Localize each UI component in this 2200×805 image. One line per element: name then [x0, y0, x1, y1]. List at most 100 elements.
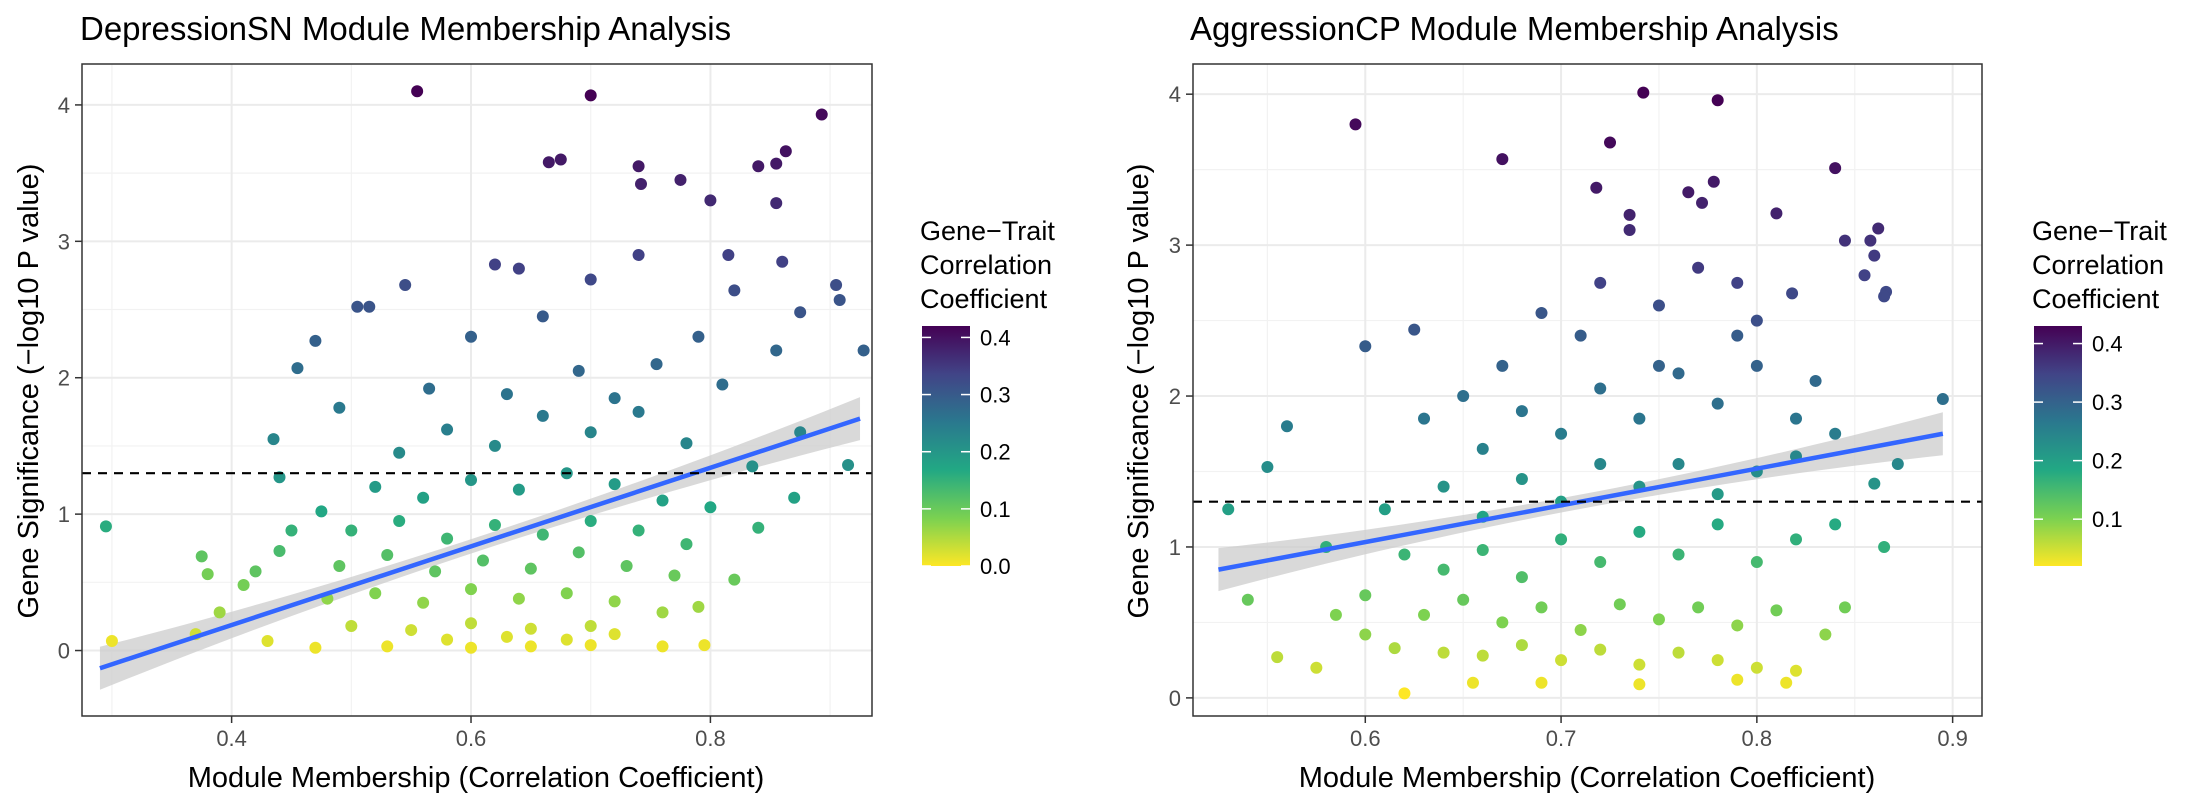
- y-tick-label: 0: [1169, 686, 1181, 711]
- data-point: [267, 433, 280, 446]
- x-tick-label: 0.4: [216, 726, 247, 751]
- data-point: [1672, 367, 1685, 380]
- data-point: [1535, 307, 1548, 320]
- data-point: [1633, 412, 1646, 425]
- legend-title-line-2: Correlation: [2032, 250, 2164, 280]
- data-point: [1829, 518, 1842, 531]
- data-point: [674, 173, 687, 186]
- data-point: [441, 532, 454, 545]
- data-point: [500, 630, 513, 643]
- data-point: [1809, 374, 1822, 387]
- x-axis-label: Module Membership (Correlation Coefficie…: [1299, 762, 1876, 794]
- data-point: [1535, 676, 1548, 689]
- data-point: [1780, 676, 1793, 689]
- plot-background: [1193, 64, 1982, 716]
- y-tick-label: 1: [1169, 535, 1181, 560]
- data-point: [1241, 593, 1254, 606]
- data-point: [554, 153, 567, 166]
- data-point: [1633, 658, 1646, 671]
- data-point: [1398, 548, 1411, 561]
- data-point: [1790, 533, 1803, 546]
- data-point: [1838, 234, 1851, 247]
- data-point: [1872, 222, 1885, 235]
- data-point: [1750, 556, 1763, 569]
- data-point: [620, 559, 633, 572]
- data-point: [794, 306, 807, 319]
- data-point: [1271, 651, 1284, 664]
- data-point: [1672, 457, 1685, 470]
- data-point: [1731, 276, 1744, 289]
- data-point: [1555, 427, 1568, 440]
- data-point: [381, 640, 394, 653]
- data-point: [465, 641, 478, 654]
- data-point: [1476, 543, 1489, 556]
- data-point: [1476, 442, 1489, 455]
- data-point: [345, 619, 358, 632]
- data-point: [1623, 208, 1636, 221]
- data-point: [752, 521, 765, 534]
- data-point: [608, 595, 621, 608]
- y-tick-label: 2: [58, 366, 70, 391]
- data-point: [1280, 420, 1293, 433]
- data-point: [1652, 359, 1665, 372]
- data-point: [1437, 480, 1450, 493]
- colorbar-tick-label: 0.3: [980, 383, 1011, 408]
- data-point: [1829, 427, 1842, 440]
- data-point: [1594, 457, 1607, 470]
- data-point: [1692, 261, 1705, 274]
- data-point: [273, 544, 286, 557]
- data-point: [542, 156, 555, 169]
- data-point: [524, 562, 537, 575]
- data-point: [1359, 340, 1372, 353]
- data-point: [1711, 488, 1724, 501]
- y-tick-label: 2: [1169, 384, 1181, 409]
- colorbar-tick-label: 0.1: [980, 497, 1011, 522]
- data-point: [728, 573, 741, 586]
- data-point: [417, 596, 430, 609]
- data-point: [429, 565, 442, 578]
- data-point: [441, 423, 454, 436]
- data-point: [465, 617, 478, 630]
- data-point: [441, 633, 454, 646]
- data-point: [315, 505, 328, 518]
- data-point: [815, 108, 828, 121]
- data-point: [1378, 503, 1391, 516]
- data-point: [1496, 359, 1509, 372]
- data-point: [656, 640, 669, 653]
- data-point: [572, 364, 585, 377]
- data-point: [698, 639, 711, 652]
- data-point: [333, 559, 346, 572]
- data-point: [423, 382, 436, 395]
- data-point: [363, 300, 376, 313]
- data-point: [1222, 503, 1235, 516]
- y-tick-label: 3: [58, 229, 70, 254]
- data-point: [1329, 608, 1342, 621]
- chart-title: DepressionSN Module Membership Analysis: [80, 10, 731, 47]
- data-point: [1535, 601, 1548, 614]
- data-point: [779, 145, 792, 158]
- x-axis-label: Module Membership (Correlation Coefficie…: [188, 762, 765, 794]
- data-point: [1476, 649, 1489, 662]
- data-point: [1437, 646, 1450, 659]
- data-point: [788, 491, 801, 504]
- data-point: [704, 194, 717, 207]
- y-axis-label: Gene Significance (−log10 P value): [1123, 164, 1155, 619]
- chart-title: AggressionCP Module Membership Analysis: [1190, 10, 1839, 47]
- data-point: [536, 409, 549, 422]
- data-point: [584, 514, 597, 527]
- data-point: [1891, 457, 1904, 470]
- data-point: [1398, 687, 1411, 700]
- panel-2: 0.6 0.7 0.8 0.9 0 1 2 3 4 0.1 0.2 0.3 0.4: [1169, 63, 2123, 751]
- data-point: [584, 619, 597, 632]
- data-point: [1408, 323, 1421, 336]
- plot-border: [1192, 63, 1983, 717]
- data-point: [1437, 563, 1450, 576]
- y-tick-label: 1: [58, 502, 70, 527]
- data-point: [285, 524, 298, 537]
- x-tick-label: 0.6: [1350, 726, 1381, 751]
- y-tick-label: 4: [58, 93, 70, 118]
- data-point: [716, 378, 729, 391]
- data-point: [1838, 601, 1851, 614]
- data-point: [1858, 269, 1871, 282]
- data-point: [833, 293, 846, 306]
